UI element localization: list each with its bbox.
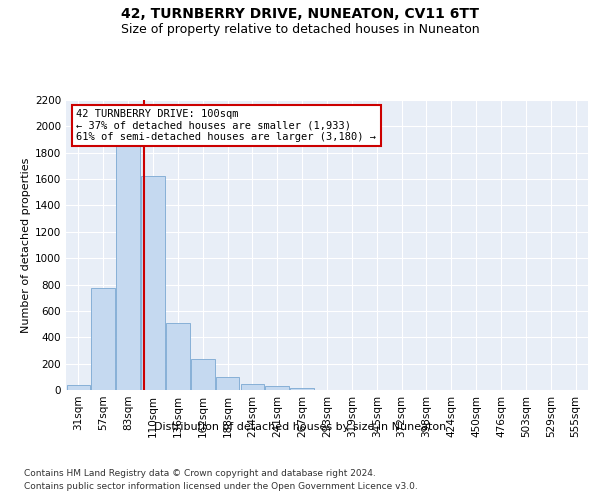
Text: Distribution of detached houses by size in Nuneaton: Distribution of detached houses by size … <box>154 422 446 432</box>
Y-axis label: Number of detached properties: Number of detached properties <box>21 158 31 332</box>
Bar <box>141 176 165 390</box>
Bar <box>166 323 190 390</box>
Bar <box>216 377 239 390</box>
Bar <box>91 288 115 390</box>
Bar <box>241 384 264 390</box>
Text: 42, TURNBERRY DRIVE, NUNEATON, CV11 6TT: 42, TURNBERRY DRIVE, NUNEATON, CV11 6TT <box>121 8 479 22</box>
Bar <box>191 359 215 390</box>
Text: Size of property relative to detached houses in Nuneaton: Size of property relative to detached ho… <box>121 22 479 36</box>
Bar <box>67 384 90 390</box>
Text: Contains HM Land Registry data © Crown copyright and database right 2024.: Contains HM Land Registry data © Crown c… <box>24 468 376 477</box>
Bar <box>265 386 289 390</box>
Bar <box>116 146 140 390</box>
Text: 42 TURNBERRY DRIVE: 100sqm
← 37% of detached houses are smaller (1,933)
61% of s: 42 TURNBERRY DRIVE: 100sqm ← 37% of deta… <box>76 108 376 142</box>
Text: Contains public sector information licensed under the Open Government Licence v3: Contains public sector information licen… <box>24 482 418 491</box>
Bar <box>290 388 314 390</box>
